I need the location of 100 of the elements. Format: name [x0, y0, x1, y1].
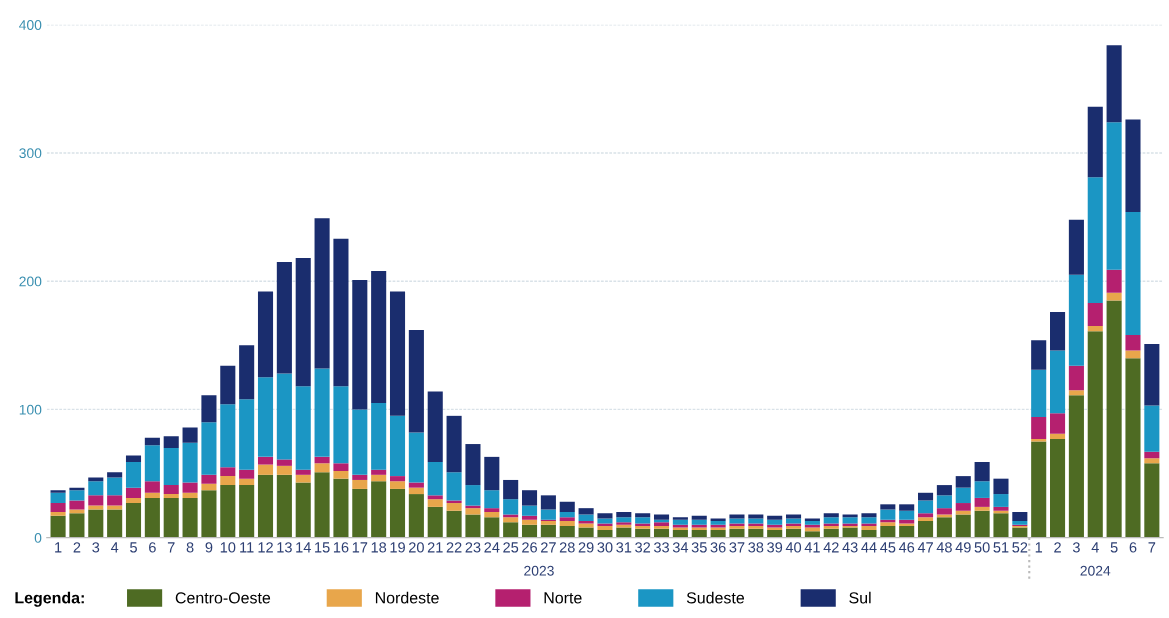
- x-tick-label: 16: [333, 542, 349, 553]
- bar: [239, 485, 255, 538]
- bar: [653, 514, 670, 520]
- legend-title: Legenda:: [15, 591, 84, 607]
- bar: [936, 495, 952, 509]
- bar: [861, 529, 877, 538]
- x-tick-label: 25: [503, 542, 519, 553]
- bar: [276, 465, 292, 475]
- bar: [427, 499, 443, 507]
- bar: [767, 519, 783, 525]
- bar: [107, 472, 123, 478]
- x-tick-label: 6: [1129, 542, 1137, 553]
- bar: [427, 462, 443, 496]
- x-tick-label: 3: [92, 542, 100, 553]
- bar: [484, 512, 500, 518]
- bar: [1031, 441, 1047, 538]
- bar: [371, 474, 387, 482]
- bar: [408, 432, 424, 483]
- bar: [1087, 302, 1103, 327]
- bar: [314, 472, 330, 538]
- bar: [389, 291, 406, 416]
- x-tick-label: 27: [541, 542, 556, 553]
- x-tick-label: 49: [955, 542, 971, 553]
- bar: [389, 481, 406, 489]
- bar: [861, 513, 877, 518]
- bar: [1106, 300, 1122, 538]
- x-tick-label: 48: [936, 542, 952, 553]
- bar: [239, 478, 255, 486]
- bar: [484, 517, 500, 538]
- x-tick-label: 38: [748, 542, 764, 553]
- bar: [389, 488, 406, 538]
- bar: [295, 482, 311, 538]
- bar: [50, 490, 66, 493]
- bar: [1125, 119, 1141, 212]
- x-tick-label: 37: [729, 542, 745, 553]
- bar: [107, 477, 123, 496]
- bar: [446, 500, 462, 504]
- bar: [257, 291, 274, 378]
- bar: [333, 478, 349, 538]
- bar: [182, 492, 198, 498]
- bar: [88, 477, 104, 482]
- bar: [974, 510, 990, 538]
- bar: [465, 514, 481, 538]
- bar: [201, 483, 217, 491]
- bar: [314, 368, 330, 457]
- bar: [559, 501, 575, 513]
- x-tick-label: 15: [315, 542, 330, 553]
- bar: [1012, 527, 1028, 538]
- bar: [936, 485, 952, 496]
- legend-label: Norte: [544, 592, 582, 604]
- bar: [276, 373, 292, 460]
- bar: [1106, 292, 1122, 301]
- bar: [635, 517, 651, 524]
- x-tick-label: 41: [804, 542, 820, 553]
- x-tick-label: 11: [240, 542, 254, 553]
- bar: [804, 531, 820, 538]
- x-tick-label: 13: [277, 542, 292, 553]
- bar: [1125, 350, 1141, 359]
- text: 2024: [1080, 565, 1111, 576]
- x-tick-label: 31: [616, 542, 632, 553]
- x-tick-label: 45: [880, 542, 896, 553]
- bar: [163, 485, 179, 495]
- bar: [540, 495, 556, 510]
- bar: [955, 510, 971, 515]
- bar: [672, 529, 688, 538]
- bar: [710, 529, 726, 538]
- bar: [201, 490, 217, 538]
- bar: [144, 497, 160, 538]
- bar: [1050, 311, 1066, 351]
- bar: [880, 522, 896, 527]
- bar: [427, 495, 443, 500]
- bar: [955, 487, 971, 504]
- bar: [691, 515, 707, 520]
- bar: [163, 447, 179, 486]
- x-tick-label: 2: [73, 542, 81, 553]
- bar: [503, 517, 519, 523]
- bar: [352, 409, 368, 475]
- bar: [1031, 340, 1047, 370]
- bar: [540, 509, 556, 520]
- x-tick-label: 35: [691, 542, 707, 553]
- bar: [974, 506, 990, 511]
- bar: [993, 494, 1009, 507]
- bar: [314, 463, 330, 473]
- bar: [1144, 344, 1160, 406]
- bar: [389, 476, 406, 482]
- bar: [371, 403, 387, 470]
- x-tick-label: 29: [578, 542, 594, 553]
- bar: [1050, 350, 1066, 414]
- bar: [1068, 390, 1084, 396]
- bar: [559, 526, 575, 538]
- bar: [50, 515, 66, 538]
- bar: [767, 515, 783, 520]
- bar: [1144, 451, 1160, 459]
- bar: [521, 519, 538, 525]
- bar: [1144, 405, 1160, 452]
- bar: [1031, 369, 1047, 418]
- bar: [559, 520, 575, 527]
- bar: [408, 487, 424, 495]
- bar: [257, 456, 274, 465]
- x-tick-label: 4: [110, 542, 119, 553]
